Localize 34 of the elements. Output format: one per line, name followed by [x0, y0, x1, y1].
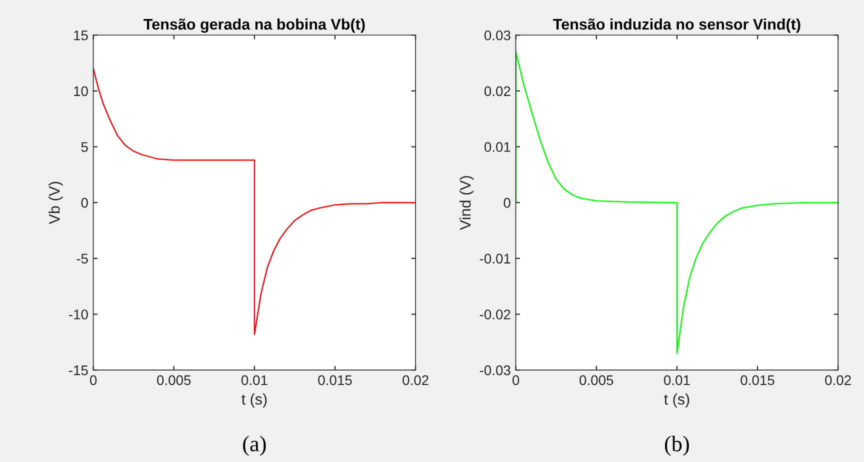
y-axis-title: Vind (V): [459, 176, 474, 230]
x-tick-label: 0.02: [402, 375, 428, 386]
x-tick-label: 0: [512, 375, 520, 386]
y-tick-label: 5: [81, 142, 88, 152]
x-axis-title: t (s): [242, 393, 267, 408]
y-tick-label: 0.01: [484, 142, 510, 152]
x-tick-label: 0.01: [664, 375, 690, 386]
y-axis-title: Vb (V): [48, 182, 63, 224]
line-series: [93, 68, 416, 335]
x-tick-label: 0.015: [740, 375, 774, 386]
x-tick-label: 0.005: [580, 375, 614, 386]
x-tick-label: 0.02: [825, 375, 851, 386]
x-tick-label: 0.005: [157, 375, 191, 386]
y-tick-label: 0: [81, 198, 88, 208]
chart-title: Tensão gerada na bobina Vb(t): [144, 18, 365, 33]
y-tick-label: -10: [68, 310, 88, 320]
x-tick-label: 0.01: [241, 375, 268, 386]
text: (b): [664, 436, 689, 456]
y-tick-label: 0.02: [484, 86, 510, 96]
chart-title: Tensão induzida no sensor Vind(t): [553, 18, 800, 33]
y-tick-label: -0.01: [480, 254, 510, 264]
y-tick-label: 15: [74, 30, 88, 40]
y-tick-label: 0: [504, 198, 510, 208]
y-tick-label: 0.03: [484, 30, 510, 40]
text: (a): [243, 436, 266, 456]
x-tick-label: 0: [90, 375, 97, 386]
y-tick-label: -5: [76, 254, 88, 264]
y-tick-label: -0.02: [480, 310, 510, 320]
y-tick-label: -15: [68, 366, 88, 376]
x-axis-title: t (s): [664, 393, 690, 408]
x-tick-label: 0.015: [318, 375, 352, 386]
y-tick-label: 10: [74, 86, 88, 96]
line-series: [516, 51, 838, 354]
y-tick-label: -0.03: [480, 365, 510, 376]
